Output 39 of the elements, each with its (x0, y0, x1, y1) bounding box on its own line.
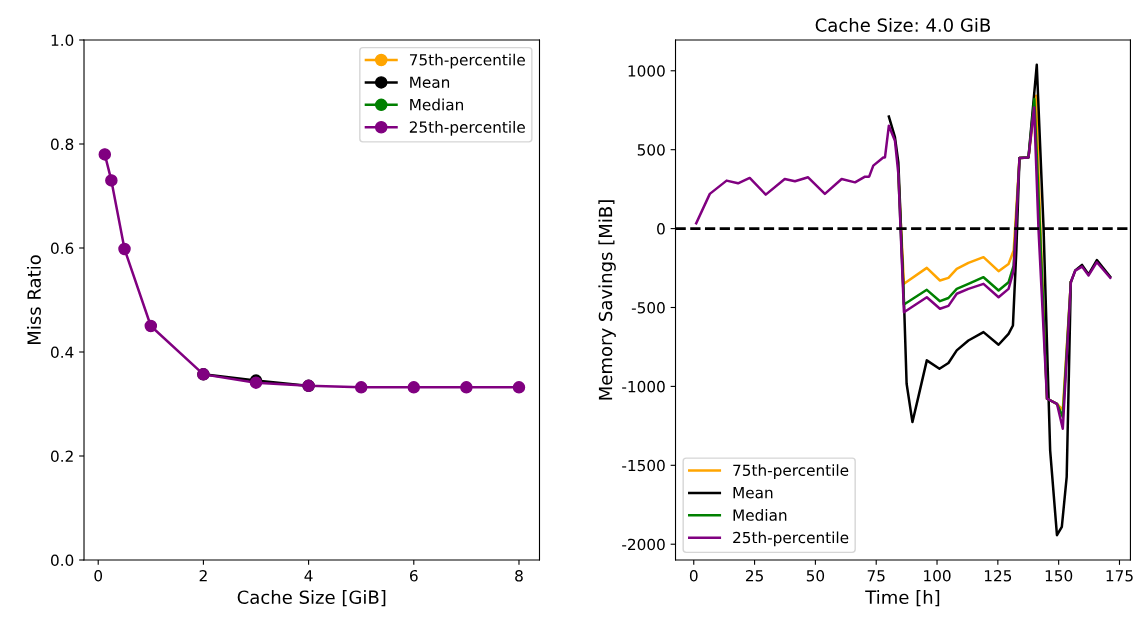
x-tick-label: 175 (1106, 570, 1133, 582)
x-tick-label: 125 (984, 569, 1012, 582)
x-axis-title: Cache Size [GiB] (237, 590, 386, 607)
y-tick-label: -1500 (622, 459, 665, 472)
y-axis-title: Miss Ratio (26, 255, 41, 344)
y-axis-title: Memory Savings [MiB] (598, 200, 616, 400)
y-tick-label: 1.0 (51, 34, 74, 47)
x-tick-label: 0 (94, 569, 103, 582)
x-tick-label: 100 (924, 569, 951, 582)
chart-title: Cache Size: 4.0 GiB (815, 17, 991, 32)
x-tick-label: 50 (806, 569, 825, 582)
x-tick-label: 2 (199, 569, 207, 582)
legend-label: Median (410, 98, 463, 111)
x-tick-label: 8 (515, 569, 523, 582)
x-axis-title: Time [h] (865, 590, 940, 607)
y-tick-label: 1000 (628, 65, 665, 77)
y-tick-label: -1000 (622, 380, 665, 393)
y-tick-label: 0.2 (51, 450, 73, 463)
legend-label: 25th-percentile (733, 531, 849, 547)
legend-label: Mean (733, 487, 773, 499)
x-tick-label: 25 (745, 569, 763, 582)
legend-label: 25th-percentile (409, 121, 525, 136)
y-tick-label: 500 (637, 144, 665, 156)
x-tick-label: 0 (689, 569, 698, 582)
x-tick-label: 75 (867, 570, 885, 582)
x-tick-label: 6 (410, 569, 418, 582)
y-tick-label: 0.4 (51, 346, 74, 359)
legend-label: 75th-percentile (733, 464, 849, 479)
y-tick-label: 0.8 (51, 138, 74, 151)
y-tick-label: -2000 (622, 538, 665, 551)
x-tick-label: 4 (304, 570, 313, 582)
x-tick-label: 150 (1045, 569, 1073, 582)
y-tick-label: 0.6 (51, 242, 74, 255)
legend-label: 75th-percentile (409, 53, 525, 69)
legend-label: Median (733, 509, 787, 521)
y-tick-label: -500 (631, 301, 665, 314)
y-tick-label: 0.0 (51, 554, 74, 567)
legend-label: Mean (410, 76, 450, 88)
y-tick-label: 0 (657, 223, 665, 235)
